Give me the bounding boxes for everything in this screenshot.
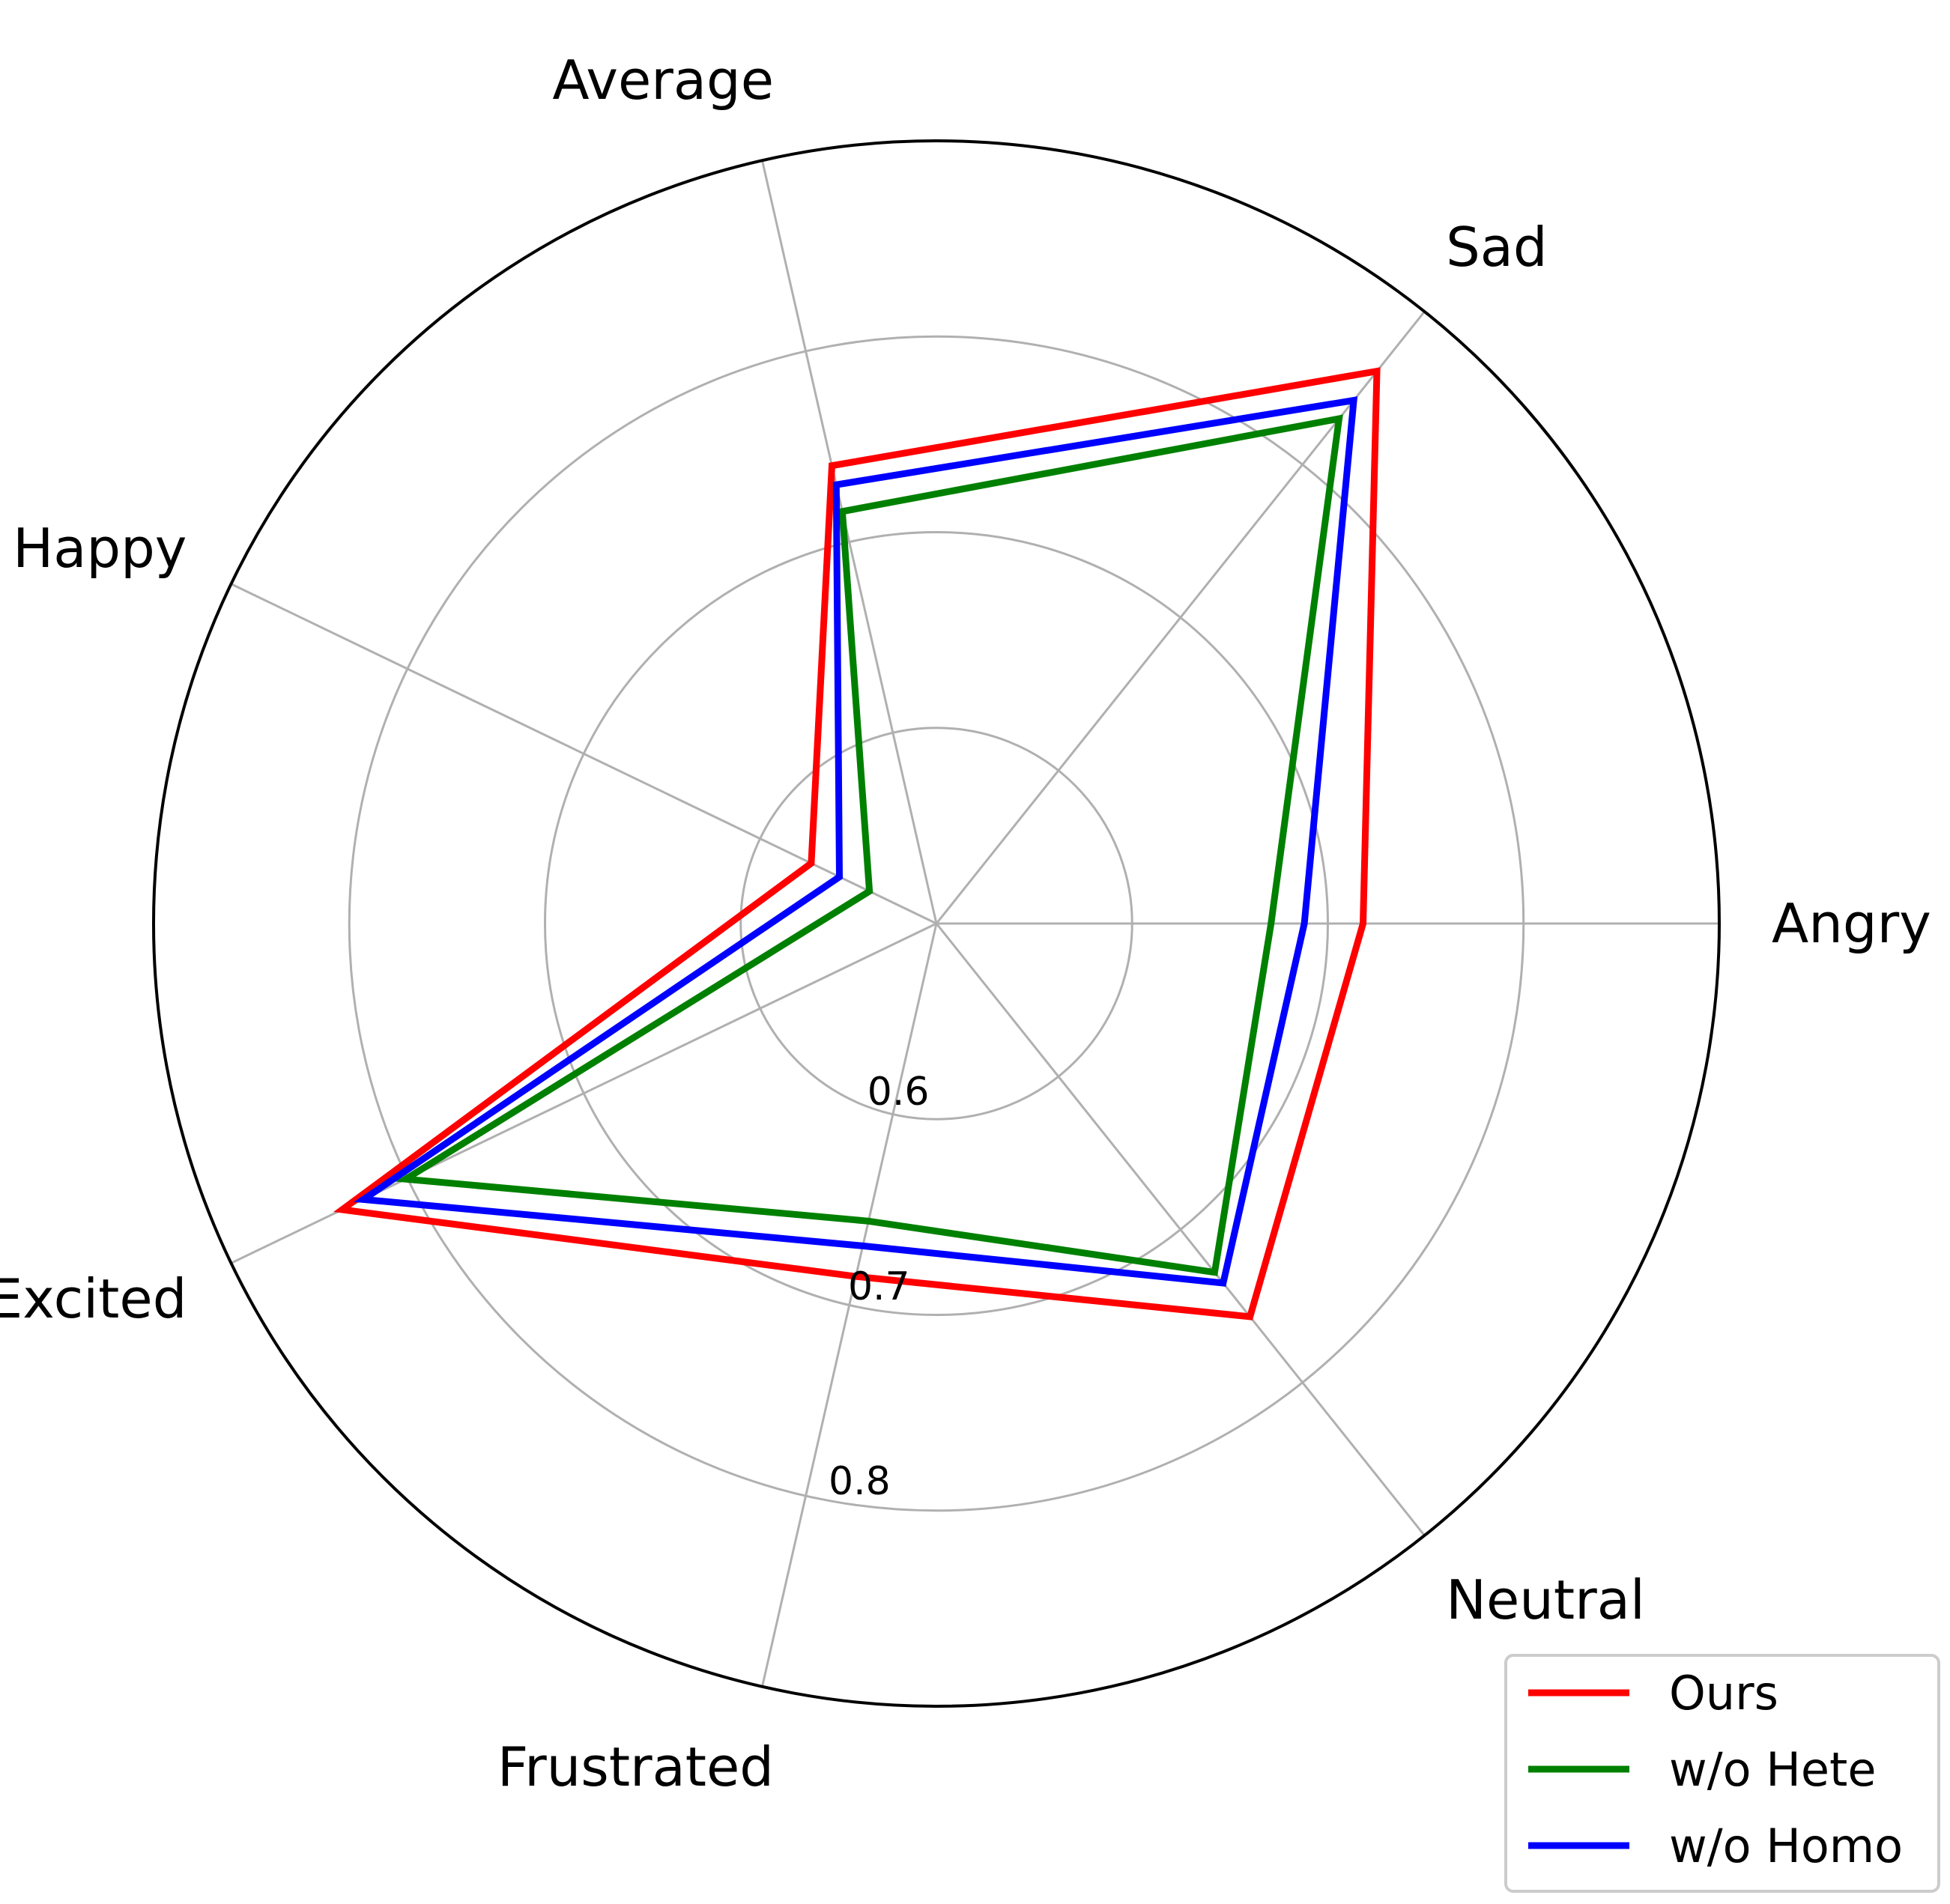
legend-label-ours: Ours [1669,1666,1778,1720]
tick-label-0-8: 0.8 [829,1459,891,1504]
spoke-happy [230,583,937,925]
series-line-ours [333,367,1381,1321]
axis-label-sad: Sad [1446,216,1548,279]
axis-label-happy: Happy [13,517,187,580]
radar-grid [152,139,1721,1708]
series-line-w-o-hete [395,414,1343,1276]
legend-label-wo-homo: w/o Homo [1669,1819,1903,1873]
radar-series [333,367,1381,1321]
spoke-neutral [935,923,1426,1536]
spoke-sad [935,311,1426,924]
tick-label-0-7: 0.7 [848,1264,910,1309]
axis-label-frustrated: Frustrated [497,1735,774,1798]
legend: Ours w/o Hete w/o Homo [1504,1654,1940,1893]
legend-label-wo-hete: w/o Hete [1669,1742,1876,1797]
tick-label-0-6: 0.6 [867,1070,930,1115]
axis-label-neutral: Neutral [1446,1568,1645,1631]
series-line-w-o-homo [354,396,1358,1287]
outer-frame [152,139,1721,1708]
axis-label-average: Average [552,49,774,112]
legend-frame [1504,1654,1940,1893]
radar-labels: Angry Sad Average Happy Excited Frustrated Neu… [0,49,1931,1798]
spoke-average [761,160,938,924]
axis-label-angry: Angry [1772,892,1931,955]
axis-label-excited: Excited [0,1267,187,1330]
spoke-frustrated [761,923,938,1688]
